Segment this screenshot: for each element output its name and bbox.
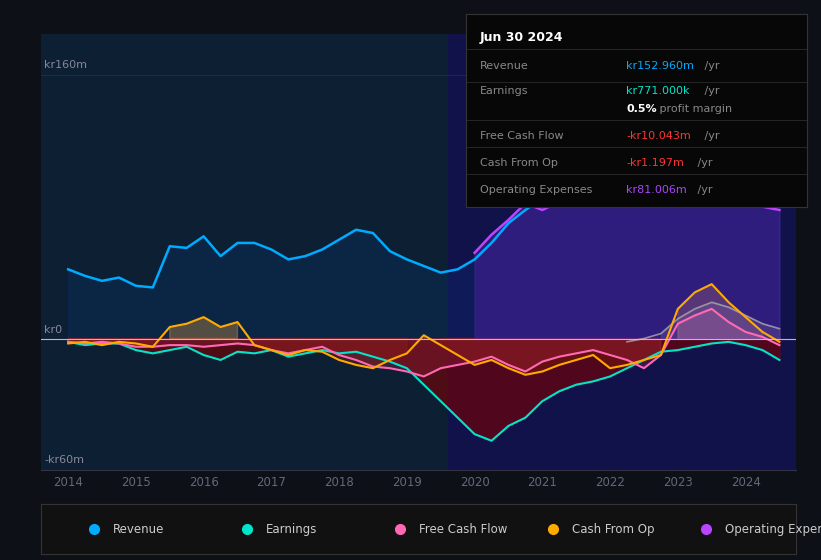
Text: Free Cash Flow: Free Cash Flow xyxy=(419,522,507,536)
Text: /yr: /yr xyxy=(701,130,720,141)
Text: -kr1.197m: -kr1.197m xyxy=(626,158,685,168)
Text: /yr: /yr xyxy=(694,158,713,168)
Text: kr771.000k: kr771.000k xyxy=(626,86,690,96)
Text: Earnings: Earnings xyxy=(480,86,529,96)
Text: -kr10.043m: -kr10.043m xyxy=(626,130,691,141)
Text: 0.5%: 0.5% xyxy=(626,104,657,114)
Text: kr81.006m: kr81.006m xyxy=(626,185,687,195)
Text: -kr60m: -kr60m xyxy=(44,455,85,465)
Text: Jun 30 2024: Jun 30 2024 xyxy=(480,31,563,44)
Text: kr0: kr0 xyxy=(44,325,62,335)
Text: Cash From Op: Cash From Op xyxy=(571,522,654,536)
Text: Revenue: Revenue xyxy=(480,61,529,71)
Text: /yr: /yr xyxy=(701,86,720,96)
Text: Revenue: Revenue xyxy=(112,522,164,536)
Text: profit margin: profit margin xyxy=(657,104,732,114)
Bar xyxy=(447,34,796,470)
Text: Operating Expenses: Operating Expenses xyxy=(480,185,592,195)
Text: Earnings: Earnings xyxy=(266,522,317,536)
Text: Free Cash Flow: Free Cash Flow xyxy=(480,130,563,141)
Text: kr160m: kr160m xyxy=(44,60,88,70)
Text: Operating Expenses: Operating Expenses xyxy=(725,522,821,536)
Text: kr152.960m: kr152.960m xyxy=(626,61,695,71)
Text: Cash From Op: Cash From Op xyxy=(480,158,557,168)
Text: /yr: /yr xyxy=(701,61,720,71)
Text: /yr: /yr xyxy=(694,185,713,195)
Bar xyxy=(41,34,447,470)
